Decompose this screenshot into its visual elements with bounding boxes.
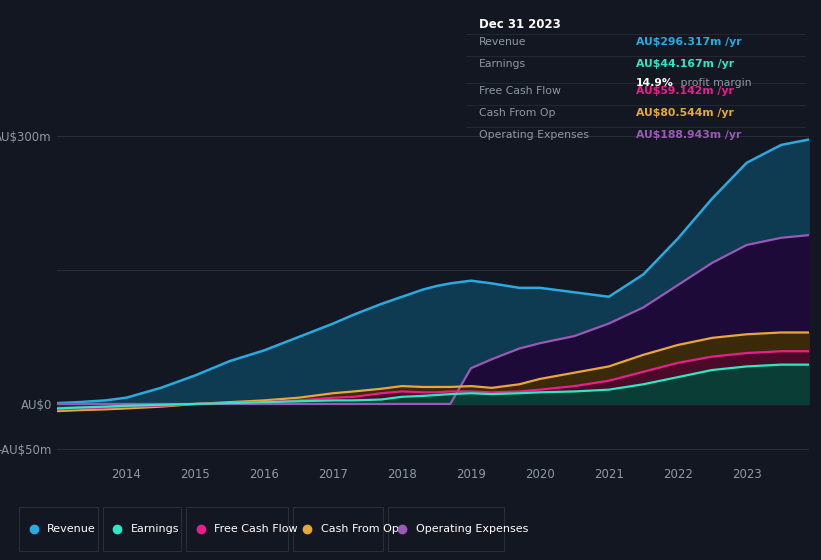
FancyBboxPatch shape — [186, 507, 288, 551]
Text: Operating Expenses: Operating Expenses — [479, 130, 589, 140]
Text: Earnings: Earnings — [479, 59, 526, 69]
FancyBboxPatch shape — [293, 507, 383, 551]
FancyBboxPatch shape — [388, 507, 504, 551]
Text: profit margin: profit margin — [677, 78, 751, 88]
Text: Free Cash Flow: Free Cash Flow — [214, 524, 298, 534]
Text: Cash From Op: Cash From Op — [321, 524, 398, 534]
Text: AU$80.544m /yr: AU$80.544m /yr — [635, 108, 734, 118]
Text: Free Cash Flow: Free Cash Flow — [479, 86, 561, 96]
Text: Operating Expenses: Operating Expenses — [415, 524, 528, 534]
Text: AU$59.142m /yr: AU$59.142m /yr — [635, 86, 734, 96]
Text: Revenue: Revenue — [479, 37, 526, 47]
Text: Cash From Op: Cash From Op — [479, 108, 556, 118]
Text: Revenue: Revenue — [48, 524, 96, 534]
FancyBboxPatch shape — [103, 507, 181, 551]
Text: Earnings: Earnings — [131, 524, 179, 534]
Text: Dec 31 2023: Dec 31 2023 — [479, 18, 561, 31]
FancyBboxPatch shape — [20, 507, 98, 551]
Text: AU$44.167m /yr: AU$44.167m /yr — [635, 59, 734, 69]
Text: 14.9%: 14.9% — [635, 78, 674, 88]
Text: AU$296.317m /yr: AU$296.317m /yr — [635, 37, 741, 47]
Text: AU$188.943m /yr: AU$188.943m /yr — [635, 130, 741, 140]
